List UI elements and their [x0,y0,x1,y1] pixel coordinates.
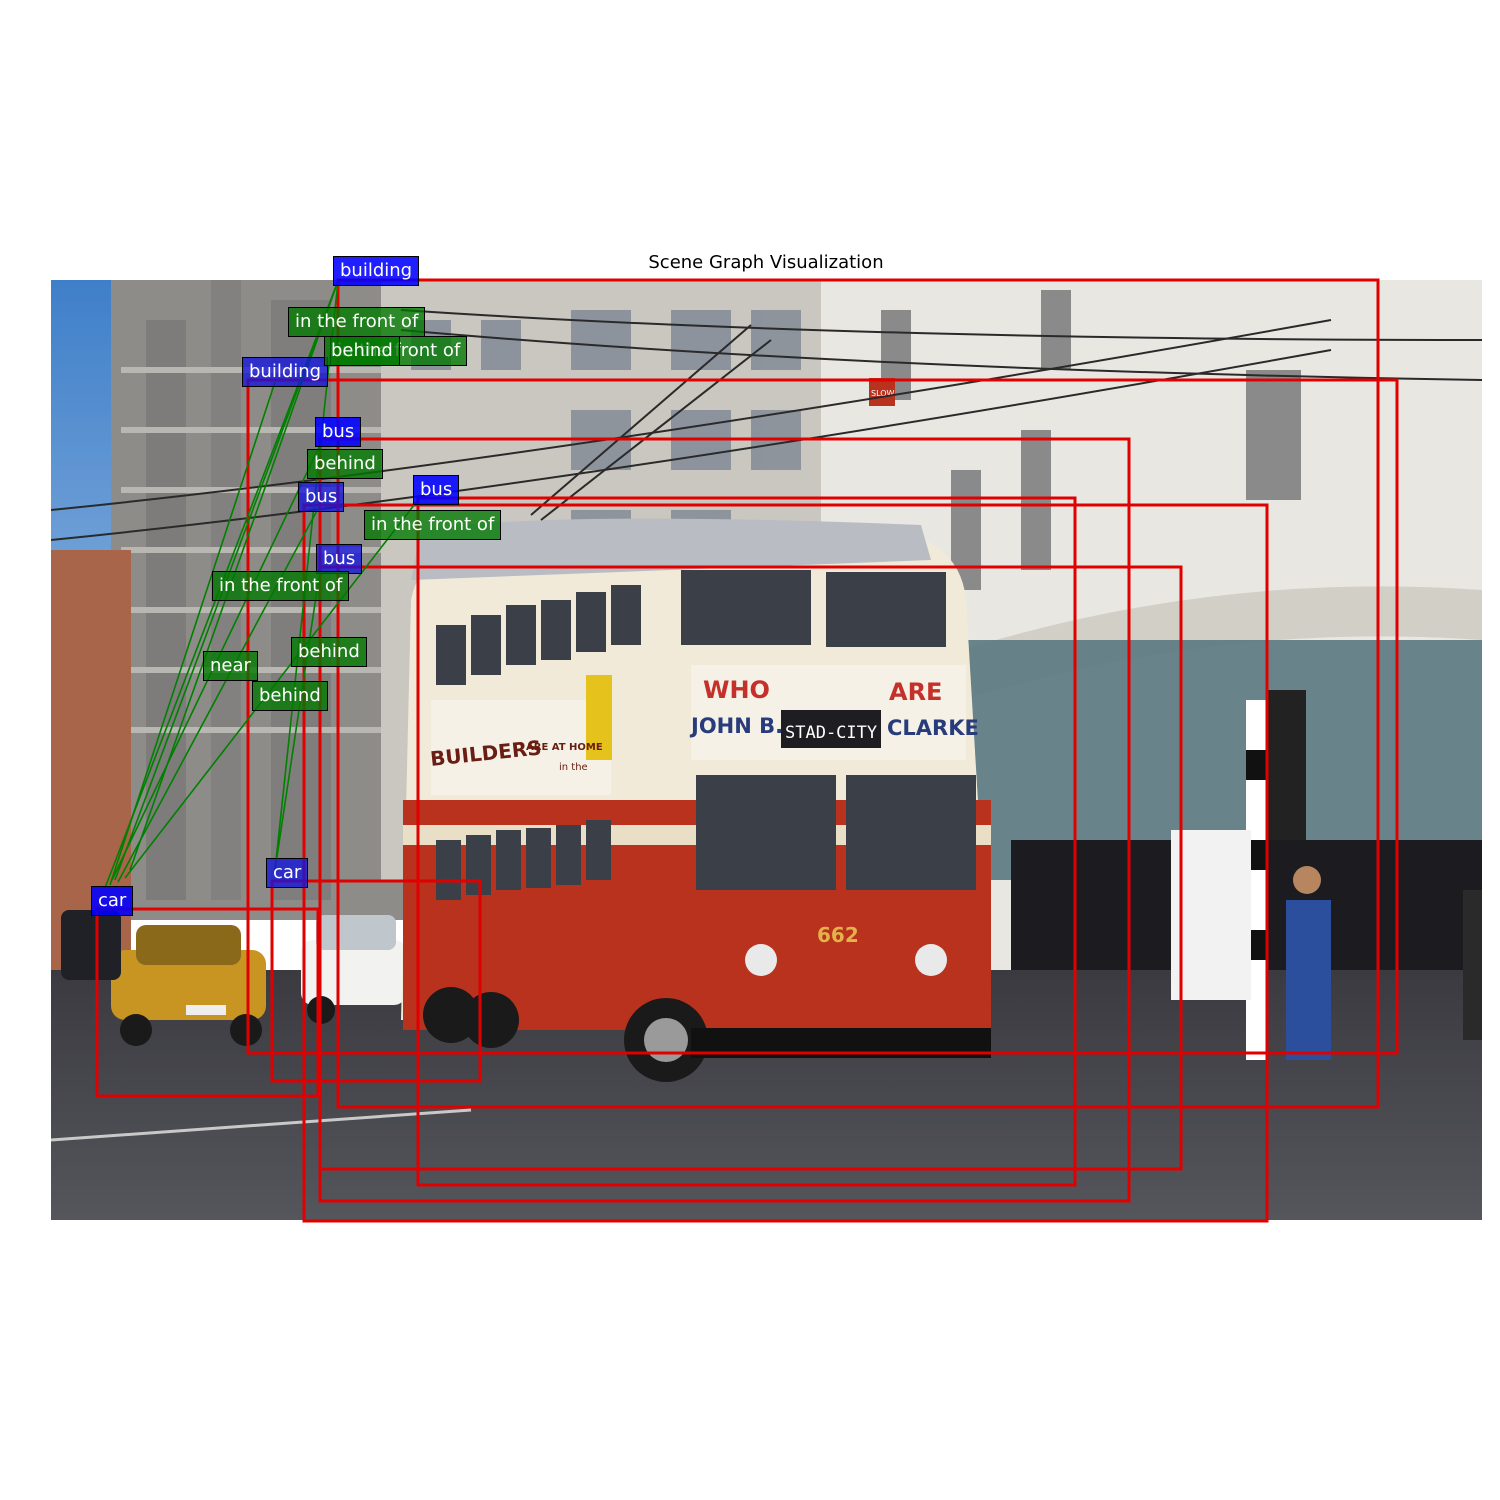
sign-are: ARE [889,678,942,706]
kiosk [1171,830,1251,1000]
object-tag-car: car [266,858,309,888]
ad-are-at-home: ARE AT HOME [526,742,603,753]
sign-who: WHO [703,676,770,704]
trolley-bus [401,518,991,1082]
pedestrian-right [1463,890,1482,1040]
sign-john: JOHN B. [689,714,783,738]
sign-destination: STAD-CITY [785,723,877,743]
relation-tag: in the front of [288,307,426,337]
object-tag-bus: bus [298,482,345,512]
object-tag-bus: bus [315,417,362,447]
relation-tag: behind [324,336,400,366]
street-scene: WHO ARE JOHN B. STAD-CITY CLARKE BUILDER… [51,280,1482,1220]
relation-tag: near [203,651,258,681]
pedestrian [1286,900,1331,1060]
street-photo: WHO ARE JOHN B. STAD-CITY CLARKE BUILDER… [51,280,1482,1220]
relation-tag: behind [291,637,367,667]
object-tag-building: building [333,256,420,286]
relation-tag: behind [252,681,328,711]
relation-tag: in the front of [364,510,502,540]
object-tag-building: building [242,357,329,387]
ad-in-the: in the [559,762,588,773]
traffic-light [1266,690,1306,840]
relation-tag: in the front of [212,571,350,601]
sign-clarke: CLARKE [887,716,979,740]
relation-tag: behind [307,449,383,479]
object-tag-car: car [91,886,134,916]
bus-number: 662 [817,923,859,947]
figure-title: Scene Graph Visualization [648,252,884,273]
dark-car [61,910,121,980]
object-tag-bus: bus [316,544,363,574]
object-tag-bus: bus [413,475,460,505]
